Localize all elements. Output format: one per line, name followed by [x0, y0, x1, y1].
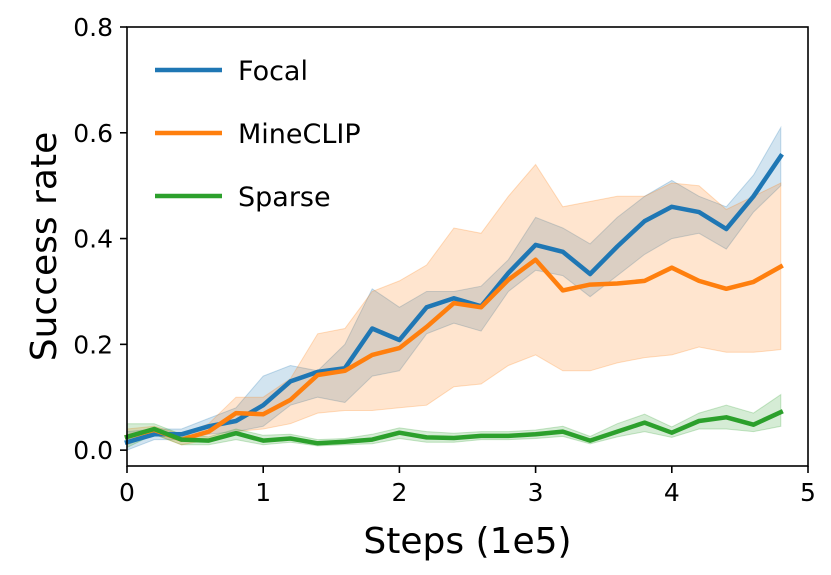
- legend-label-sparse: Sparse: [238, 182, 331, 213]
- line-focal: [124, 152, 784, 445]
- line-sparse: [124, 409, 784, 446]
- x-tick-label: 3: [528, 478, 544, 507]
- x-tick-label: 4: [664, 478, 680, 507]
- x-tick-label: 2: [391, 478, 407, 507]
- x-axis-ticks: 0 1 2 3 4 5: [119, 466, 816, 507]
- y-tick-label: 0.4: [73, 225, 113, 254]
- legend-label-focal: Focal: [238, 56, 308, 87]
- series-lines: [124, 152, 784, 446]
- confidence-bands: [126, 125, 782, 451]
- legend: Focal MineCLIP Sparse: [155, 56, 361, 213]
- legend-label-mineclip: MineCLIP: [238, 119, 361, 150]
- y-axis-title: Success rate: [24, 132, 65, 361]
- x-tick-label: 1: [255, 478, 271, 507]
- y-tick-label: 0.2: [73, 330, 113, 359]
- band-focal: [126, 125, 782, 451]
- x-axis-title: Steps (1e5): [363, 521, 571, 562]
- y-tick-label: 0.8: [73, 13, 113, 42]
- line-mineclip: [124, 257, 784, 442]
- x-tick-label: 5: [800, 478, 816, 507]
- band-sparse: [126, 393, 782, 449]
- y-tick-label: 0.0: [73, 436, 113, 465]
- x-tick-label: 0: [119, 478, 135, 507]
- y-axis-ticks: 0.0 0.2 0.4 0.6 0.8: [73, 13, 127, 465]
- plot-frame: [126, 26, 809, 467]
- y-tick-label: 0.6: [73, 119, 113, 148]
